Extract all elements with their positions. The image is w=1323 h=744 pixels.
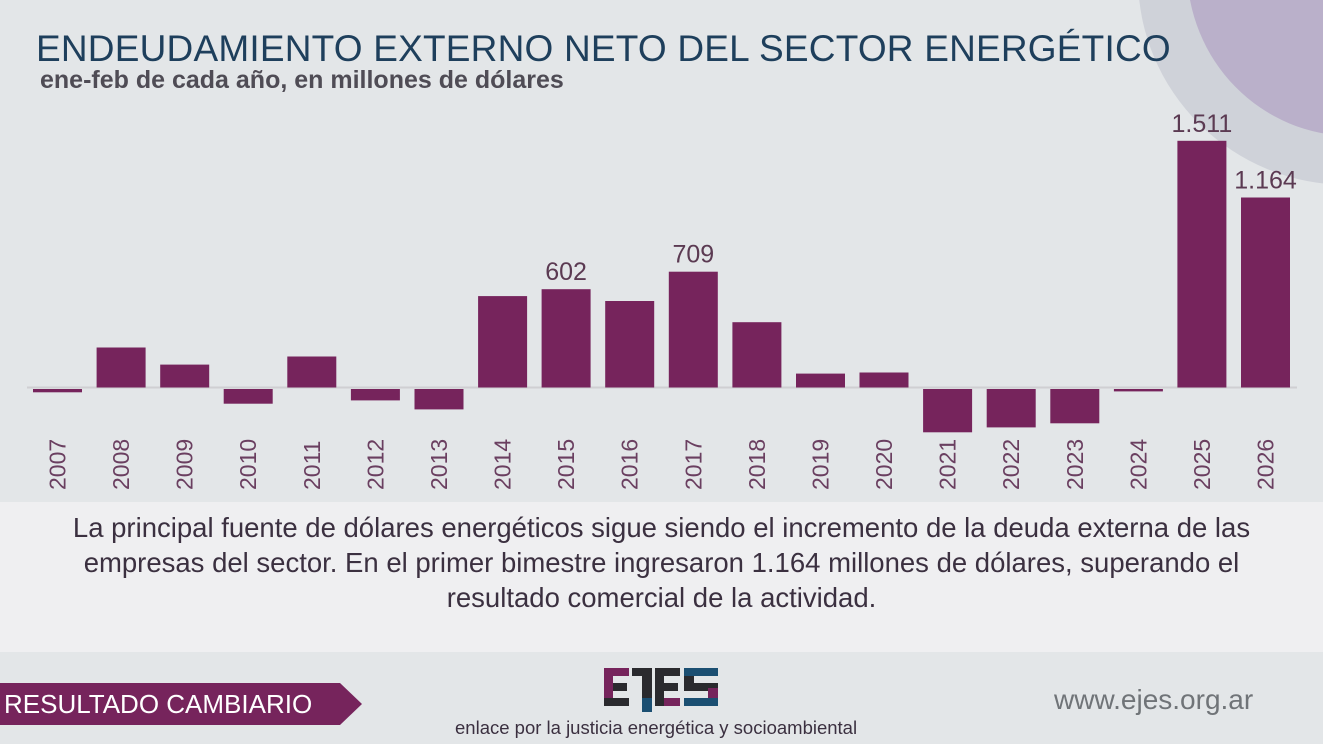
logo-letter-e1 bbox=[604, 668, 629, 706]
value-labels-group: 602 709 1.511 1.164 bbox=[545, 110, 1297, 286]
x-tick-label-2024: 2024 bbox=[1125, 439, 1151, 490]
x-tick-label-2023: 2023 bbox=[1062, 439, 1088, 490]
bar-2013 bbox=[414, 389, 464, 410]
summary-text: La principal fuente de dólares energétic… bbox=[72, 512, 1251, 613]
bar-2022 bbox=[986, 389, 1036, 428]
bar-2020 bbox=[859, 372, 909, 388]
bar-2017 bbox=[668, 271, 718, 388]
x-tick-label-2017: 2017 bbox=[680, 439, 706, 490]
bar-2010 bbox=[223, 389, 273, 404]
bar-2007 bbox=[33, 389, 82, 393]
x-tick-label-2014: 2014 bbox=[490, 439, 516, 490]
bar-2012 bbox=[350, 389, 400, 401]
summary-panel: La principal fuente de dólares energétic… bbox=[0, 502, 1323, 652]
value-label-2025: 1.511 bbox=[1172, 110, 1233, 138]
x-tick-label-2010: 2010 bbox=[235, 439, 261, 490]
bar-2011 bbox=[287, 356, 337, 388]
bar-2021 bbox=[923, 389, 973, 433]
x-tick-label-2018: 2018 bbox=[744, 439, 770, 490]
chart-title: ENDEUDAMIENTO EXTERNO NETO DEL SECTOR EN… bbox=[36, 28, 1171, 69]
chart-subtitle: ene-feb de cada año, en millones de dóla… bbox=[40, 66, 564, 94]
bar-2025 bbox=[1177, 140, 1227, 388]
value-label-2017: 709 bbox=[672, 241, 714, 269]
x-axis-labels-group: 2007 2008 2009 2010 2011 2012 2013 2014 2015 2016… bbox=[45, 439, 1279, 490]
x-tick-label-2013: 2013 bbox=[426, 439, 452, 490]
bar-2018 bbox=[732, 322, 782, 388]
bar-chart: 602 709 1.511 1.164 2007 2008 2009 2010 2011 201… bbox=[27, 110, 1297, 490]
logo-tagline: enlace por la justicia energética y soci… bbox=[455, 717, 858, 738]
bar-2009 bbox=[160, 364, 210, 388]
x-tick-label-2011: 2011 bbox=[299, 441, 325, 490]
x-tick-label-2009: 2009 bbox=[172, 439, 198, 490]
x-tick-label-2007: 2007 bbox=[45, 439, 71, 490]
bar-2008 bbox=[96, 347, 146, 388]
logo-letter-j bbox=[632, 668, 652, 712]
value-label-2026: 1.164 bbox=[1234, 167, 1297, 195]
x-tick-label-2015: 2015 bbox=[553, 439, 579, 490]
bars-group bbox=[33, 140, 1290, 433]
bar-2014 bbox=[478, 296, 528, 388]
x-tick-label-2012: 2012 bbox=[362, 439, 388, 490]
bar-2026 bbox=[1241, 197, 1290, 388]
bar-2024 bbox=[1113, 389, 1163, 392]
section-banner: RESULTADO CAMBIARIO bbox=[0, 683, 362, 725]
x-tick-label-2020: 2020 bbox=[871, 439, 897, 490]
bar-2019 bbox=[796, 373, 845, 388]
value-label-2015: 602 bbox=[545, 258, 587, 286]
website-link[interactable]: www.ejes.org.ar bbox=[1054, 684, 1254, 715]
logo-letter-s bbox=[684, 668, 718, 706]
x-tick-label-2008: 2008 bbox=[108, 439, 134, 490]
x-tick-label-2016: 2016 bbox=[617, 439, 643, 490]
x-tick-label-2025: 2025 bbox=[1189, 439, 1215, 490]
ejes-logo: EJES bbox=[604, 668, 718, 712]
x-tick-label-2021: 2021 bbox=[935, 439, 961, 490]
logo-letter-e2 bbox=[655, 668, 680, 706]
x-tick-label-2026: 2026 bbox=[1253, 439, 1279, 490]
section-banner-label: RESULTADO CAMBIARIO bbox=[4, 689, 313, 719]
x-tick-label-2022: 2022 bbox=[998, 439, 1024, 490]
x-tick-label-2019: 2019 bbox=[808, 439, 834, 490]
bar-2016 bbox=[605, 301, 655, 388]
bar-2015 bbox=[541, 289, 591, 388]
bar-2023 bbox=[1050, 389, 1100, 424]
